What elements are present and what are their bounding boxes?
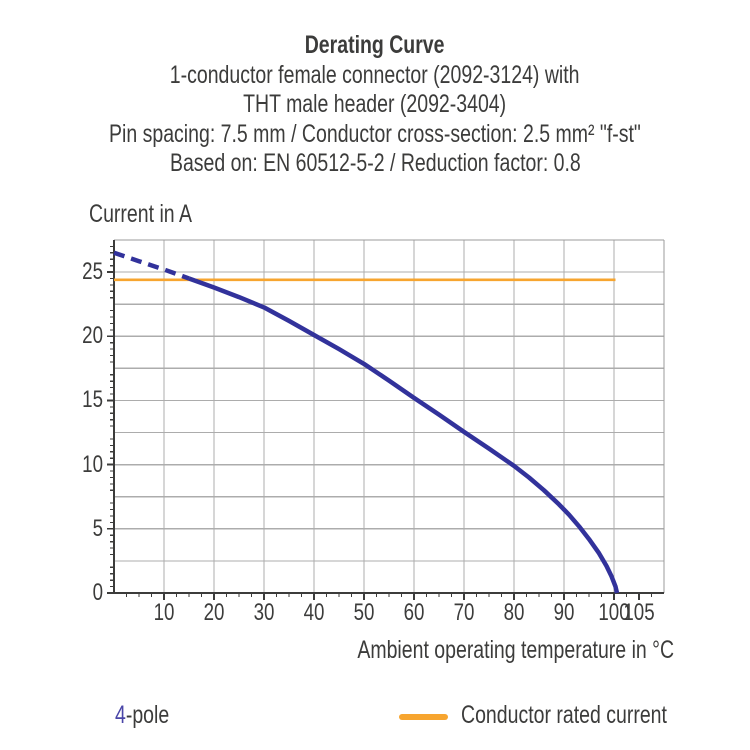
- x-tick-label: 100: [598, 599, 630, 626]
- x-tick-label: 50: [353, 599, 375, 626]
- y-axis-title: Current in A: [89, 200, 192, 228]
- x-tick-label: 60: [403, 599, 425, 626]
- series-line: [188, 276, 620, 594]
- legend-series-label: 4-pole: [115, 701, 185, 729]
- x-axis-title: Ambient operating temperature in °C: [357, 636, 674, 664]
- y-tick-label: 25: [82, 258, 103, 286]
- x-tick-label: 90: [553, 599, 575, 626]
- chart-title: Derating Curve: [305, 31, 445, 59]
- x-tick-label: 20: [203, 599, 225, 626]
- y-tick-label: 5: [92, 514, 103, 542]
- legend-pole-suffix: -pole: [125, 701, 170, 729]
- y-tick-label: 10: [82, 450, 103, 478]
- x-tick-label: 105: [623, 599, 655, 626]
- x-tick-label: 40: [303, 599, 325, 626]
- x-tick-label: 80: [503, 599, 525, 626]
- legend-rated-current-label: Conductor rated current: [461, 701, 667, 729]
- series-dashed-line: [113, 250, 190, 281]
- y-tick-label: 15: [82, 386, 103, 414]
- rated-current-swatch: [399, 714, 448, 720]
- chart-subtitle-line-4: Based on: EN 60512-5-2 / Reduction facto…: [169, 149, 581, 177]
- legend-pole-count: 4: [115, 701, 126, 729]
- y-tick-label: 0: [92, 579, 103, 606]
- x-tick-label: 70: [453, 599, 475, 626]
- chart-subtitle-line-3: Pin spacing: 7.5 mm / Conductor cross-se…: [109, 120, 641, 148]
- x-tick-label: 30: [253, 599, 275, 626]
- chart-subtitle-line-1: 1-conductor female connector (2092-3124)…: [170, 61, 580, 89]
- chart-subtitle-line-2: THT male header (2092-3404): [243, 90, 507, 118]
- y-tick-label: 20: [82, 322, 103, 350]
- x-tick-label: 10: [153, 599, 175, 626]
